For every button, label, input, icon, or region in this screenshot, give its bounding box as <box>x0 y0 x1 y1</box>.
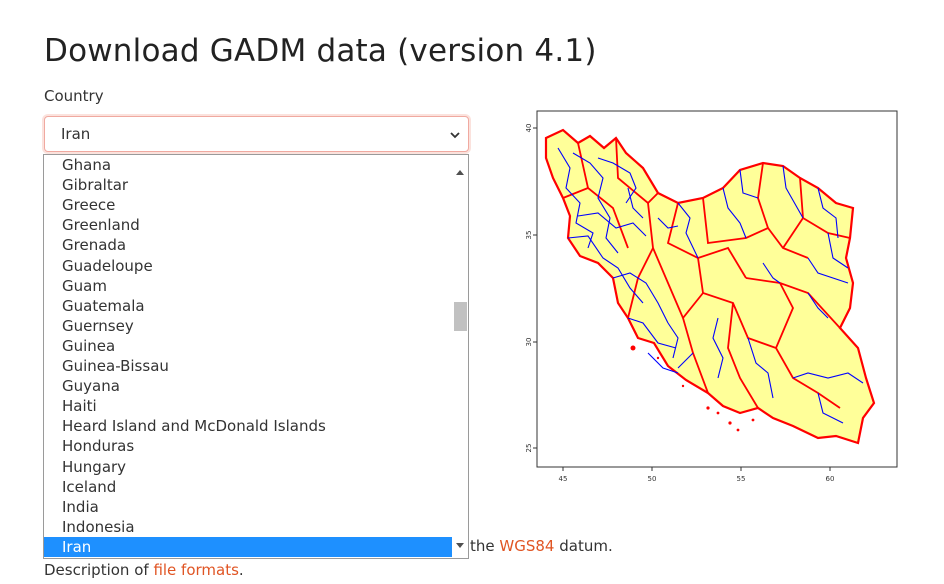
datum-suffix: datum. <box>559 537 613 555</box>
datum-text: the WGS84 datum. <box>470 537 613 555</box>
dropdown-option[interactable]: Guam <box>62 276 107 295</box>
dropdown-scrollbar[interactable] <box>452 155 468 558</box>
dropdown-option[interactable]: Guinea <box>62 336 116 355</box>
dropdown-option[interactable]: Greenland <box>62 216 140 235</box>
dropdown-option[interactable]: Indonesia <box>62 517 135 536</box>
page-title: Download GADM data (version 4.1) <box>44 32 597 69</box>
x-tick-label: 45 <box>559 475 568 483</box>
y-axis-ticks <box>533 127 537 449</box>
dropdown-option[interactable]: Heard Island and McDonald Islands <box>62 417 326 436</box>
dropdown-option[interactable]: Gibraltar <box>62 176 129 195</box>
file-formats-link[interactable]: file formats <box>153 561 239 579</box>
country-map: 45 50 55 60 40 35 30 25 <box>518 108 902 488</box>
formats-prefix: Description of <box>44 561 149 579</box>
country-label: Country <box>44 87 104 105</box>
dropdown-option[interactable]: Guernsey <box>62 316 134 335</box>
scroll-up-arrow-icon[interactable] <box>456 160 464 179</box>
country-dropdown-list[interactable]: Ghana Gibraltar Greece Greenland Grenada… <box>43 154 469 559</box>
country-outline <box>544 128 876 445</box>
dropdown-option[interactable]: Grenada <box>62 236 127 255</box>
dropdown-option[interactable]: Guatemala <box>62 296 145 315</box>
dropdown-option[interactable]: Hungary <box>62 457 127 476</box>
scrollbar-thumb[interactable] <box>454 302 467 331</box>
dropdown-option[interactable]: Guadeloupe <box>62 256 153 275</box>
dropdown-option[interactable]: Guinea-Bissau <box>62 357 169 375</box>
file-formats-text: Description of file formats. <box>44 561 244 579</box>
x-tick-label: 55 <box>737 475 746 483</box>
dropdown-option[interactable]: Haiti <box>62 397 97 416</box>
iran-map-svg: 45 50 55 60 40 35 30 25 <box>525 110 898 483</box>
chevron-down-icon <box>448 127 462 146</box>
x-tick-label: 60 <box>826 475 835 483</box>
datum-prefix: the <box>470 537 495 555</box>
formats-suffix: . <box>238 561 244 579</box>
dropdown-option-selected[interactable]: Iran <box>44 537 452 558</box>
gulf-islands <box>630 345 755 432</box>
dropdown-option[interactable]: Ghana <box>62 156 112 174</box>
country-select-value: Iran <box>61 125 91 143</box>
x-tick-label: 50 <box>648 475 657 483</box>
x-axis-ticks <box>562 467 831 471</box>
dropdown-option[interactable]: Greece <box>62 196 116 215</box>
wgs84-link[interactable]: WGS84 <box>499 537 555 555</box>
y-tick-label: 35 <box>525 231 533 240</box>
dropdown-option[interactable]: Guyana <box>62 377 120 396</box>
scroll-down-arrow-icon[interactable] <box>456 534 464 553</box>
y-tick-label: 25 <box>525 444 533 453</box>
y-tick-label: 30 <box>525 338 533 347</box>
district-borders <box>557 147 864 424</box>
dropdown-option[interactable]: India <box>62 497 99 516</box>
country-select[interactable]: Iran <box>44 116 469 152</box>
y-tick-label: 40 <box>525 124 533 133</box>
dropdown-option[interactable]: Iceland <box>62 477 117 496</box>
dropdown-option[interactable]: Honduras <box>62 437 135 456</box>
